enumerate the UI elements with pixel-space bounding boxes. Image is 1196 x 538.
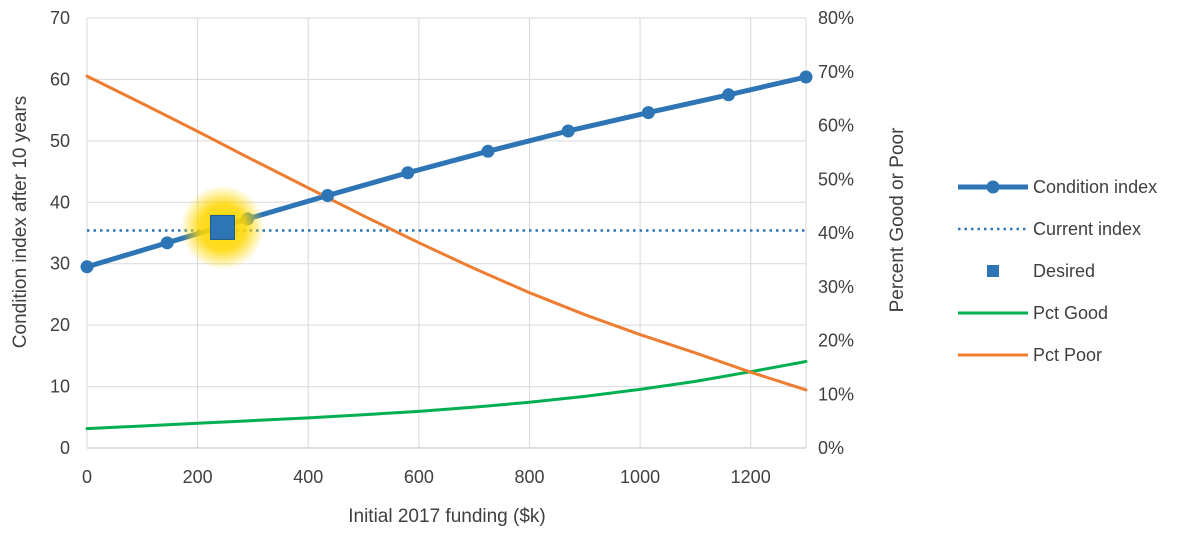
- condition-index-point: [160, 236, 174, 250]
- y2-axis-title: Percent Good or Poor: [887, 127, 908, 312]
- y2-tick-label: 80%: [818, 8, 854, 28]
- y-tick-label: 0: [60, 438, 70, 458]
- pct-good-line: [85, 360, 808, 431]
- x-axis-title: Initial 2017 funding ($k): [348, 506, 546, 527]
- condition-index-point: [799, 70, 813, 84]
- y-tick-label: 20: [50, 315, 70, 335]
- condition-index-point: [321, 189, 335, 203]
- y2-tick-label: 0%: [818, 438, 844, 458]
- y2-tick-label: 60%: [818, 116, 854, 136]
- condition-index-point: [561, 124, 575, 138]
- x-tick-label: 200: [183, 467, 213, 487]
- condition-index-point: [481, 144, 495, 158]
- y-tick-label: 30: [50, 254, 70, 274]
- tick-labels: 0 10 20 30 40 50 60 70 0 200 400 600 800 1000 1200 0% 10…: [50, 8, 854, 487]
- legend-marker-condition-index: [986, 180, 1000, 194]
- grid-layer: [86, 17, 807, 449]
- desired-point: [210, 214, 236, 240]
- y-tick-label: 50: [50, 131, 70, 151]
- condition-index-point: [80, 260, 94, 274]
- y-tick-label: 60: [50, 69, 70, 89]
- y2-tick-label: 10%: [818, 384, 854, 404]
- x-tick-label: 0: [82, 467, 92, 487]
- condition-index-point: [722, 88, 736, 102]
- y-tick-label: 10: [50, 377, 70, 397]
- legend-label-condition-index: Condition index: [1033, 177, 1157, 197]
- y2-tick-label: 70%: [818, 62, 854, 82]
- y2-tick-label: 50%: [818, 169, 854, 189]
- legend-label-desired: Desired: [1033, 261, 1095, 281]
- legend-label-pct-good: Pct Good: [1033, 303, 1108, 323]
- legend-swatch-desired: [987, 265, 999, 277]
- y2-tick-label: 30%: [818, 277, 854, 297]
- x-tick-label: 400: [293, 467, 323, 487]
- y-axis-title: Condition index after 10 years: [10, 96, 31, 348]
- x-tick-label: 600: [404, 467, 434, 487]
- y-tick-label: 70: [50, 8, 70, 28]
- condition-index-point: [641, 106, 655, 120]
- marker-layer: [80, 70, 813, 274]
- legend: Condition index Current index Desired Pct G…: [958, 177, 1157, 365]
- legend-label-current-index: Current index: [1033, 219, 1141, 239]
- x-tick-label: 1200: [731, 467, 771, 487]
- y2-tick-label: 20%: [818, 331, 854, 351]
- x-tick-label: 800: [514, 467, 544, 487]
- y-tick-label: 40: [50, 192, 70, 212]
- pct-poor-line: [85, 74, 808, 392]
- y2-tick-label: 40%: [818, 223, 854, 243]
- x-tick-label: 1000: [620, 467, 660, 487]
- legend-label-pct-poor: Pct Poor: [1033, 345, 1102, 365]
- condition-index-point: [401, 166, 415, 180]
